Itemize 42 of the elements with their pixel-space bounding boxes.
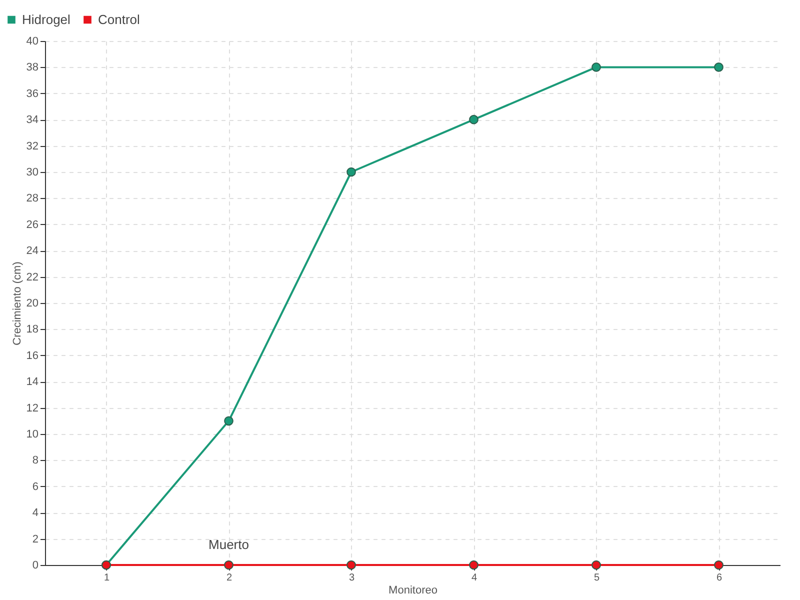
y-tick-label: 18 [26, 324, 38, 336]
point [592, 62, 601, 72]
y-tick-label: 22 [26, 271, 38, 284]
y-axis-title: Crecimiento (cm) [11, 262, 24, 346]
x-tick-label: 6 [716, 572, 722, 584]
y-tick-label: 26 [26, 218, 38, 231]
y-tick-label: 24 [26, 245, 38, 258]
y-tick-label: 34 [26, 114, 38, 126]
point [469, 114, 478, 124]
x-tick-label: 5 [594, 572, 600, 584]
point [346, 560, 356, 570]
y-tick-label: 16 [26, 350, 38, 362]
y-tick-label: 14 [26, 376, 38, 388]
y-tick-label: 20 [26, 298, 38, 310]
point [224, 416, 234, 426]
y-tick-label: 8 [32, 454, 38, 467]
y-tick-label: 6 [32, 480, 38, 493]
y-tick-label: 30 [26, 166, 38, 178]
point [224, 560, 234, 570]
y-tick-label: 40 [26, 36, 38, 48]
y-tick-label: 32 [26, 140, 38, 152]
point [714, 62, 724, 72]
legend-label: Hidrogel [22, 12, 71, 27]
x-tick-label: 4 [471, 572, 478, 584]
legend-label: Control [98, 12, 140, 27]
point [469, 560, 478, 570]
y-tick-label: 28 [26, 192, 38, 205]
x-tick-label: 2 [226, 572, 232, 584]
y-tick-label: 36 [26, 88, 38, 100]
y-tick-label: 0 [32, 560, 38, 572]
point [592, 560, 601, 570]
annotation: Muerto [208, 537, 249, 552]
point [714, 560, 724, 570]
y-tick-label: 2 [32, 533, 38, 546]
y-tick-label: 4 [32, 507, 38, 520]
x-axis-title: Monitoreo [388, 584, 438, 596]
y-tick-label: 38 [26, 62, 38, 74]
y-tick-label: 12 [26, 402, 38, 414]
x-tick-label: 1 [104, 572, 110, 584]
x-tick-label: 3 [348, 572, 355, 584]
point [346, 167, 356, 177]
y-tick-label: 10 [26, 428, 38, 440]
